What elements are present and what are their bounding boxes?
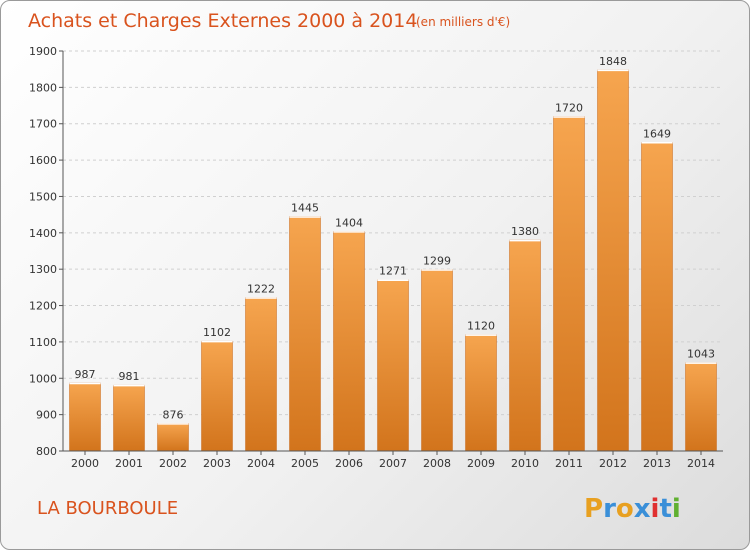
bar xyxy=(245,297,277,452)
bar xyxy=(509,239,541,452)
logo-letter: P xyxy=(584,494,603,524)
x-tick-label: 2011 xyxy=(555,457,583,470)
x-tick-label: 2002 xyxy=(159,457,187,470)
chart-title: Achats et Charges Externes 2000 à 2014 xyxy=(28,10,417,32)
y-tick-label: 1400 xyxy=(29,227,57,240)
bar xyxy=(157,423,189,452)
data-label: 1043 xyxy=(687,348,715,361)
data-label: 876 xyxy=(163,408,184,421)
x-tick-label: 2003 xyxy=(203,457,231,470)
bar xyxy=(333,231,365,452)
y-axis-ticks: 800 900 1000 1100 1200 1300 1400 1500 1600 1700 18… xyxy=(29,45,63,458)
data-label: 981 xyxy=(119,370,140,383)
y-tick-label: 800 xyxy=(36,445,57,458)
location-label: LA BOURBOULE xyxy=(37,498,178,519)
x-tick-label: 2004 xyxy=(247,457,275,470)
y-tick-label: 1600 xyxy=(29,154,57,167)
x-tick-label: 2014 xyxy=(687,457,715,470)
data-label: 987 xyxy=(75,368,96,381)
bar xyxy=(421,269,453,452)
bar xyxy=(289,216,321,452)
y-tick-label: 900 xyxy=(36,409,57,422)
logo-letter: x xyxy=(634,494,651,524)
y-tick-label: 1300 xyxy=(29,263,57,276)
y-tick-label: 1200 xyxy=(29,300,57,313)
bar xyxy=(685,362,717,452)
y-tick-label: 1700 xyxy=(29,118,57,131)
bar xyxy=(201,340,233,452)
y-tick-label: 1000 xyxy=(29,372,57,385)
x-tick-label: 2005 xyxy=(291,457,319,470)
bar xyxy=(113,384,145,452)
bar xyxy=(553,116,585,452)
x-tick-label: 2013 xyxy=(643,457,671,470)
data-label: 1380 xyxy=(511,225,539,238)
logo-letter: r xyxy=(603,494,616,524)
logo-letter: i xyxy=(672,494,681,524)
x-tick-label: 2001 xyxy=(115,457,143,470)
chart-subtitle: (en milliers d'€) xyxy=(416,15,510,29)
x-axis-ticks: 2000 2001 2002 2003 2004 2005 2006 2007 2008 2009… xyxy=(71,451,715,470)
bars xyxy=(69,69,717,452)
x-tick-label: 2007 xyxy=(379,457,407,470)
bar xyxy=(377,279,409,452)
data-label: 1222 xyxy=(247,283,275,296)
data-label: 1102 xyxy=(203,326,231,339)
y-tick-label: 1800 xyxy=(29,81,57,94)
y-tick-label: 1100 xyxy=(29,336,57,349)
data-label: 1120 xyxy=(467,320,495,333)
data-label: 1404 xyxy=(335,216,363,229)
bar xyxy=(465,334,497,452)
logo-letter: o xyxy=(616,494,634,524)
data-label: 1299 xyxy=(423,255,451,268)
x-tick-label: 2010 xyxy=(511,457,539,470)
proxiti-logo: Proxiti xyxy=(584,494,681,524)
bar xyxy=(69,382,101,452)
x-tick-label: 2008 xyxy=(423,457,451,470)
x-tick-label: 2009 xyxy=(467,457,495,470)
bar xyxy=(597,69,629,452)
axes xyxy=(62,51,723,452)
x-tick-label: 2012 xyxy=(599,457,627,470)
x-tick-label: 2006 xyxy=(335,457,363,470)
bar xyxy=(641,142,673,452)
y-tick-label: 1500 xyxy=(29,190,57,203)
data-label: 1848 xyxy=(599,55,627,68)
y-tick-label: 1900 xyxy=(29,45,57,58)
data-label: 1271 xyxy=(379,265,407,278)
x-tick-label: 2000 xyxy=(71,457,99,470)
data-label: 1649 xyxy=(643,127,671,140)
data-label: 1445 xyxy=(291,201,319,214)
logo-letter: t xyxy=(659,494,671,524)
data-labels: 987 981 876 1102 1222 1445 1404 1271 1299 1120 138… xyxy=(75,55,716,421)
logo-letter: i xyxy=(651,494,660,524)
data-label: 1720 xyxy=(555,101,583,114)
